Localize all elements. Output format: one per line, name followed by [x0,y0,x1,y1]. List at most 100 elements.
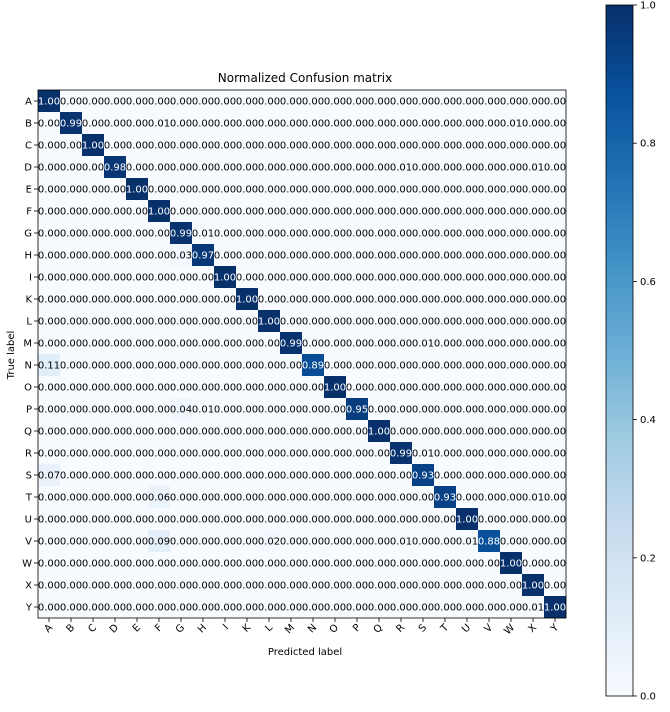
cell-value-S-E: 0.00 [126,471,148,482]
cell-value-M-U: 0.00 [456,339,478,350]
heatmap-cell-D-P [346,156,369,179]
cell-value-X-L: 0.00 [258,581,280,592]
heatmap-cell-H-C [82,244,105,267]
cell-value-Q-U: 0.00 [456,427,478,438]
heatmap-cell-I-D [104,266,127,289]
cell-value-E-W: 0.00 [500,185,522,196]
heatmap-cell-S-Y [544,464,567,487]
cell-value-B-A: 0.00 [38,119,60,130]
heatmap-cell-H-U [456,244,479,267]
heatmap-cell-S-W [500,464,523,487]
heatmap-cell-H-N [302,244,325,267]
cell-value-P-G: 0.04 [170,405,192,416]
heatmap-cell-G-F [148,222,171,245]
heatmap-cell-K-D [104,288,127,311]
heatmap-cell-G-L [258,222,281,245]
cell-value-M-C: 0.00 [82,339,104,350]
cell-value-N-I: 0.00 [214,361,236,372]
cell-value-P-T: 0.00 [434,405,456,416]
y-tick-label-A: A [25,97,32,108]
cell-value-U-Q: 0.00 [368,515,390,526]
cell-value-L-B: 0.00 [60,317,82,328]
cell-value-D-H: 0.00 [192,163,214,174]
heatmap-cell-O-Y [544,376,567,399]
heatmap-cell-X-U [456,574,479,597]
heatmap-cell-Y-F [148,596,171,619]
heatmap-cell-V-G [170,530,193,553]
heatmap-cell-Y-C [82,596,105,619]
cell-value-P-C: 0.00 [82,405,104,416]
heatmap-cell-K-A [38,288,61,311]
cell-value-X-W: 0.00 [500,581,522,592]
cell-value-N-E: 0.00 [126,361,148,372]
heatmap-cell-S-A [38,464,61,487]
heatmap-cell-S-O [324,464,347,487]
heatmap-cell-E-R [390,178,413,201]
heatmap-cell-O-R [390,376,413,399]
heatmap-cell-Y-N [302,596,325,619]
heatmap-cell-T-B [60,486,83,509]
cell-value-X-S: 0.00 [412,581,434,592]
cell-value-N-F: 0.00 [148,361,170,372]
heatmap-cell-O-T [434,376,457,399]
cell-value-E-L: 0.00 [258,185,280,196]
heatmap-cell-V-D [104,530,127,553]
cell-value-B-N: 0.00 [302,119,324,130]
heatmap-cell-T-Q [368,486,391,509]
cell-value-X-U: 0.00 [456,581,478,592]
heatmap-cell-I-U [456,266,479,289]
heatmap-cell-K-C [82,288,105,311]
cell-value-U-P: 0.00 [346,515,368,526]
heatmap-cell-G-K [236,222,259,245]
x-tick-label-F: F [153,622,165,634]
cell-value-G-B: 0.00 [60,229,82,240]
cell-value-V-V: 0.88 [478,537,500,548]
cell-value-U-K: 0.00 [236,515,258,526]
heatmap-cell-X-M [280,574,303,597]
cell-value-F-I: 0.00 [214,207,236,218]
heatmap-cell-A-O [324,90,347,113]
heatmap-cell-R-E [126,442,149,465]
cell-value-D-S: 0.00 [412,163,434,174]
cell-value-G-D: 0.00 [104,229,126,240]
heatmap-cell-D-M [280,156,303,179]
heatmap-cell-L-Y [544,310,567,333]
cell-value-E-Y: 0.00 [544,185,566,196]
cell-value-I-Q: 0.00 [368,273,390,284]
heatmap-cell-L-V [478,310,501,333]
y-tick-label-H: H [24,251,32,262]
cell-value-S-O: 0.00 [324,471,346,482]
cell-value-X-I: 0.00 [214,581,236,592]
cell-value-D-C: 0.00 [82,163,104,174]
cell-value-P-I: 0.00 [214,405,236,416]
cell-value-G-X: 0.00 [522,229,544,240]
cell-value-Y-P: 0.00 [346,603,368,614]
cell-value-P-N: 0.00 [302,405,324,416]
heatmap-cell-W-V [478,552,501,575]
cell-value-I-I: 1.00 [214,273,236,284]
cell-value-P-S: 0.00 [412,405,434,416]
heatmap-cell-U-C [82,508,105,531]
cell-value-H-V: 0.00 [478,251,500,262]
cell-value-I-M: 0.00 [280,273,302,284]
heatmap-cell-Y-X [522,596,545,619]
heatmap-cell-A-K [236,90,259,113]
cell-value-G-P: 0.00 [346,229,368,240]
cell-value-Y-I: 0.00 [214,603,236,614]
cell-value-T-T: 0.93 [434,493,456,504]
cell-value-N-A: 0.11 [38,361,60,372]
heatmap-cell-H-P [346,244,369,267]
cell-value-K-K: 1.00 [236,295,258,306]
cell-value-C-S: 0.00 [412,141,434,152]
heatmap-cell-T-G [170,486,193,509]
heatmap-cell-G-H [192,222,215,245]
cell-value-E-Q: 0.00 [368,185,390,196]
cell-value-T-D: 0.00 [104,493,126,504]
heatmap-cell-E-L [258,178,281,201]
heatmap-cell-U-B [60,508,83,531]
heatmap-cell-N-P [346,354,369,377]
y-axis-label: True label [6,331,17,381]
heatmap-cell-Y-S [412,596,435,619]
cell-value-V-Q: 0.00 [368,537,390,548]
cell-value-C-H: 0.00 [192,141,214,152]
